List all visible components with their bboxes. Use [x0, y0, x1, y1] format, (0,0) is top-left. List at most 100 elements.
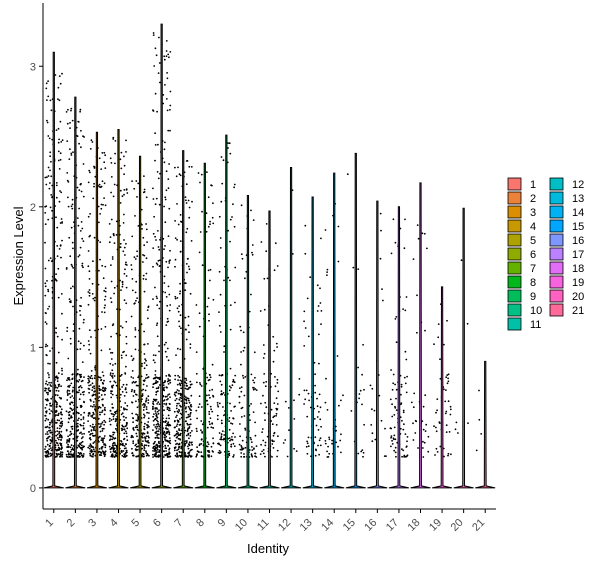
- data-point: [61, 72, 63, 75]
- data-point: [145, 223, 148, 225]
- data-point: [89, 454, 92, 457]
- data-point: [320, 425, 322, 428]
- data-point: [155, 376, 157, 379]
- data-point: [186, 445, 189, 448]
- data-point: [303, 345, 306, 347]
- data-point: [163, 55, 166, 58]
- data-point: [57, 159, 60, 162]
- data-point: [163, 409, 165, 412]
- data-point: [141, 436, 144, 439]
- data-point: [145, 196, 148, 199]
- data-point: [455, 421, 458, 424]
- data-point: [378, 394, 381, 397]
- data-point: [121, 429, 123, 432]
- data-point: [168, 417, 171, 420]
- data-point: [371, 440, 374, 443]
- data-point: [218, 452, 221, 455]
- data-point: [130, 268, 133, 271]
- data-point: [57, 127, 60, 130]
- data-point: [142, 453, 145, 456]
- data-point: [154, 286, 156, 289]
- data-point: [57, 86, 60, 89]
- data-point: [446, 382, 449, 385]
- data-point: [71, 401, 74, 404]
- data-point: [179, 292, 181, 295]
- data-point: [47, 259, 50, 262]
- data-point: [337, 260, 340, 263]
- data-point: [65, 111, 68, 113]
- data-point: [45, 312, 47, 315]
- data-point: [120, 357, 123, 359]
- data-point: [188, 441, 191, 444]
- data-point: [90, 336, 92, 338]
- data-point: [58, 427, 61, 430]
- data-point: [166, 395, 168, 398]
- data-point: [145, 257, 148, 260]
- data-point: [316, 397, 318, 400]
- data-point: [152, 32, 155, 34]
- legend-label: 17: [572, 249, 584, 261]
- x-axis-title: Identity: [247, 541, 289, 556]
- data-point: [123, 438, 125, 441]
- data-point: [391, 388, 394, 391]
- data-point: [91, 394, 94, 397]
- data-point: [143, 413, 145, 416]
- data-point: [324, 401, 327, 404]
- data-point: [156, 436, 159, 439]
- data-point: [250, 438, 253, 441]
- data-point: [262, 394, 264, 397]
- data-point: [327, 456, 330, 458]
- data-point: [72, 386, 75, 389]
- data-point: [165, 55, 168, 58]
- data-point: [110, 390, 112, 393]
- data-point: [413, 392, 416, 395]
- data-point: [59, 455, 62, 458]
- data-point: [134, 444, 137, 447]
- data-point: [174, 220, 177, 222]
- y-tick-label: 3: [30, 61, 36, 73]
- data-point: [238, 395, 241, 398]
- data-point: [218, 449, 221, 452]
- data-point: [46, 398, 49, 401]
- data-point: [152, 247, 155, 250]
- data-point: [337, 225, 340, 228]
- data-point: [91, 432, 94, 435]
- data-point: [163, 450, 166, 453]
- data-point: [390, 252, 393, 255]
- data-point: [184, 429, 187, 432]
- data-point: [54, 74, 57, 76]
- data-point: [178, 382, 181, 385]
- data-point: [98, 221, 100, 224]
- data-point: [153, 215, 156, 218]
- data-point: [82, 424, 85, 427]
- data-point: [111, 393, 114, 396]
- data-point: [72, 247, 74, 250]
- data-point: [90, 450, 93, 453]
- data-point: [99, 453, 101, 456]
- x-tick-label: 14: [319, 517, 336, 534]
- data-point: [142, 274, 145, 277]
- legend-label: 16: [572, 235, 584, 247]
- data-point: [159, 300, 161, 303]
- data-point: [209, 423, 211, 426]
- data-point: [184, 442, 187, 445]
- data-point: [69, 434, 71, 436]
- data-point: [174, 265, 176, 268]
- violin-20: [453, 207, 474, 489]
- points-cluster-15: [346, 173, 365, 458]
- data-point: [390, 445, 392, 448]
- data-point: [175, 405, 178, 407]
- data-point: [69, 127, 71, 129]
- data-point: [165, 260, 168, 263]
- data-point: [111, 369, 114, 372]
- data-point: [79, 348, 82, 350]
- data-point: [143, 367, 146, 370]
- data-point: [55, 422, 57, 424]
- data-point: [110, 191, 112, 194]
- data-point: [68, 413, 71, 416]
- data-point: [112, 448, 115, 451]
- data-point: [154, 374, 157, 376]
- data-point: [198, 251, 201, 254]
- data-point: [167, 53, 170, 56]
- data-point: [164, 350, 167, 353]
